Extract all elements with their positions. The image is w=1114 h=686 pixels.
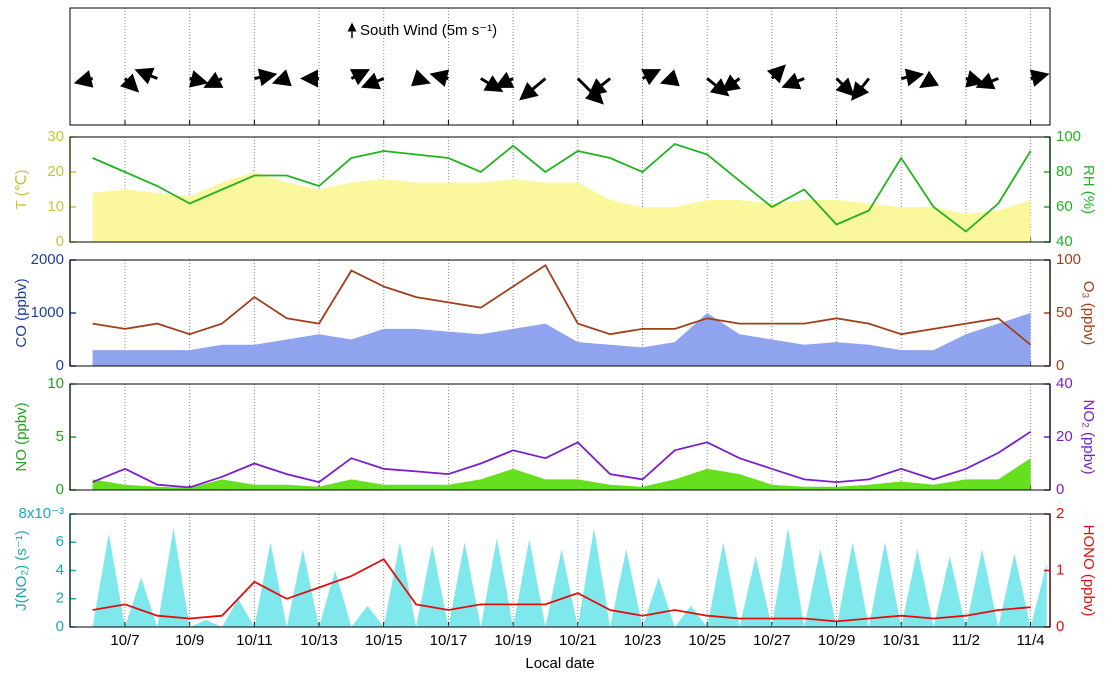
y-tick-label: 0 [56,357,64,374]
y2-tick-label: 50 [1056,304,1073,321]
x-tick-label: 10/29 [818,632,856,649]
x-tick-label: 10/21 [559,632,597,649]
x-tick-label: 10/27 [753,632,791,649]
y2-tick-label: 2 [1056,505,1064,522]
y-axis-label: T (℃) [13,170,30,210]
panel-frame [69,259,1051,367]
wind-arrow [120,73,140,93]
x-tick-label: 10/9 [175,632,204,649]
y-axis-label: NO (ppbv) [13,402,30,471]
x-axis-label: Local date [525,655,594,672]
panel-frame [69,513,1051,628]
wind-arrow [766,64,786,84]
y2-tick-label: 100 [1056,128,1081,145]
y2-tick-label: 1 [1056,561,1064,578]
wind-arrow [965,70,985,88]
wind-arrow [494,71,515,88]
wind-arrow [349,69,371,86]
line [92,142,1032,233]
y-tick-label: 10 [47,375,64,392]
wind-arrow [781,72,805,90]
y2-tick-label: 100 [1056,251,1081,268]
y2-tick-label: 0 [1056,618,1064,635]
wind-arrow [721,74,741,93]
wind-arrow [188,70,209,88]
wind-arrow [519,77,547,101]
y-tick-label: 0 [56,481,64,498]
wind-arrow [429,69,450,87]
panel-frame [69,136,1051,243]
wind-arrow [254,68,278,87]
y-tick-label: 30 [47,128,64,145]
line [92,264,1032,346]
x-tick-label: 10/15 [365,632,403,649]
x-tick-label: 10/7 [110,632,139,649]
x-tick-label: 10/23 [624,632,662,649]
y-tick-label: 1000 [31,304,64,321]
wind-arrow [134,67,158,85]
wind-arrow [73,70,94,88]
wind-arrow [410,69,431,87]
x-tick-label: 10/19 [494,632,532,649]
y-tick-label: 2000 [31,251,64,268]
x-tick-label: 10/11 [236,632,272,649]
y-tick-label: 6 [56,533,64,550]
wind-arrow [587,77,612,97]
wind-arrow [203,71,224,88]
y2-axis-label: NO₂ (ppbv) [1080,399,1097,474]
y-tick-label: 20 [47,163,64,180]
panel-frame [69,383,1051,491]
y-tick-label: 0 [56,618,64,635]
wind-arrow [919,70,940,89]
line [92,558,1031,623]
y2-tick-label: 80 [1056,163,1073,180]
y-tick-label: 5 [56,428,64,445]
line [92,430,1032,489]
y2-axis-label: O₃ (ppbv) [1080,281,1097,345]
y-axis-label: J(NO₂) (s⁻¹) [13,530,30,610]
y-tick-label: 4 [56,561,64,578]
area [92,172,1031,242]
wind-arrow [1029,69,1050,87]
x-tick-label: 11/4 [1017,632,1045,649]
x-tick-label: 10/31 [882,632,920,649]
x-tick-label: 10/13 [300,632,338,649]
y-axis-label: CO (ppbv) [13,278,30,347]
y-tick-label: 2 [56,590,64,607]
y2-tick-label: 0 [1056,357,1064,374]
legend-label: South Wind (5m s⁻¹) [360,22,497,39]
wind-arrow [641,69,662,86]
y2-tick-label: 0 [1056,481,1064,498]
wind-arrow [900,68,925,87]
area [92,313,1031,366]
x-tick-label: 11/2 [952,632,980,649]
wind-arrow [835,77,855,97]
wind-arrow [851,77,871,101]
wind-arrow [576,77,604,105]
y2-axis-label: RH (%) [1080,165,1097,214]
panel-frame [69,7,1051,126]
wind-arrow [360,72,385,90]
x-tick-label: 10/17 [430,632,468,649]
y-tick-label: 8x10⁻³ [19,505,64,522]
wind-arrow [975,72,999,90]
wind-arrow [479,75,504,93]
area [92,458,1031,490]
y-tick-label: 10 [47,198,64,215]
y-tick-label: 0 [56,233,64,250]
wind-arrow [659,69,680,87]
wind-arrow [271,69,292,87]
x-tick-label: 10/25 [688,632,726,649]
y2-tick-label: 40 [1056,233,1073,250]
wind-arrow [706,77,730,97]
y2-tick-label: 20 [1056,428,1073,445]
y2-tick-label: 60 [1056,198,1073,215]
y2-tick-label: 40 [1056,375,1073,392]
area [92,528,1047,627]
y2-axis-label: HONO (ppbv) [1080,525,1097,617]
